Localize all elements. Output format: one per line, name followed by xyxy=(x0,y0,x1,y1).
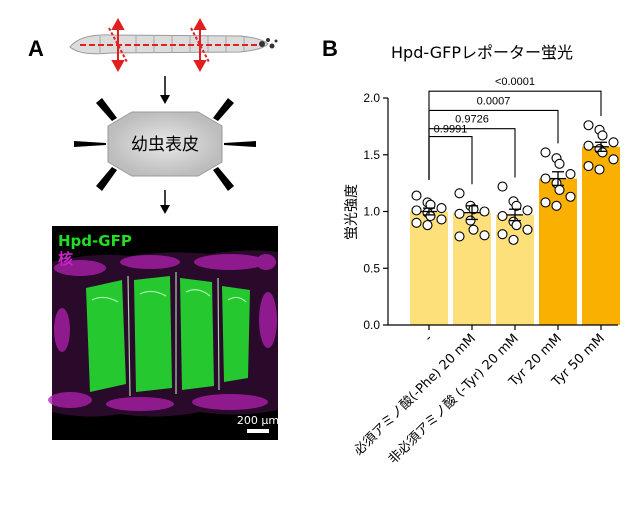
cuticle-diagram xyxy=(74,98,256,191)
down-arrow-2 xyxy=(160,190,170,214)
data-point xyxy=(522,205,533,216)
data-point xyxy=(551,200,562,211)
comparison-bracket xyxy=(428,90,602,180)
data-point xyxy=(511,220,522,231)
data-point xyxy=(436,214,447,225)
data-point xyxy=(411,190,422,201)
p-value-label: 0.9991 xyxy=(434,124,468,136)
data-point xyxy=(454,188,465,199)
x-tick-label: - xyxy=(422,331,436,345)
fluorescence-micrograph xyxy=(48,226,278,440)
data-point xyxy=(540,147,551,158)
data-point xyxy=(497,229,508,240)
data-point xyxy=(454,208,465,219)
panel-a-label: A xyxy=(28,36,44,61)
data-point xyxy=(583,140,594,151)
data-point xyxy=(468,204,479,215)
p-value-label: <0.0001 xyxy=(495,76,535,88)
data-point xyxy=(583,161,594,172)
data-point xyxy=(565,168,576,180)
data-point xyxy=(422,220,433,231)
cuticle-label: 幼虫表皮 xyxy=(131,135,199,155)
data-point xyxy=(608,137,619,148)
scale-bar-label: 200 µm xyxy=(237,414,279,427)
data-point xyxy=(508,234,519,245)
data-point xyxy=(479,206,490,217)
y-axis-label: 蛍光強度 xyxy=(344,184,360,240)
data-point xyxy=(454,231,465,242)
data-point xyxy=(594,164,605,175)
gfp-label: Hpd-GFP xyxy=(58,232,132,250)
data-point xyxy=(554,158,565,169)
bar xyxy=(582,146,620,325)
bar-chart: 0.00.51.01.52.0-必須アミノ酸(-Phe) 20 mM非必須アミノ… xyxy=(351,76,620,467)
y-tick-label: 0.5 xyxy=(363,261,380,275)
data-point xyxy=(565,191,576,202)
comparison-bracket xyxy=(428,136,473,185)
p-value-label: 0.0007 xyxy=(477,95,511,107)
data-point xyxy=(583,120,594,131)
data-point xyxy=(411,217,422,228)
y-tick-label: 2.0 xyxy=(363,91,380,105)
data-point xyxy=(540,197,551,208)
data-point xyxy=(465,215,476,226)
down-arrow-1 xyxy=(160,76,170,104)
comparison-bracket xyxy=(428,109,559,180)
cut-arrow-right xyxy=(190,17,210,73)
y-tick-label: 0.0 xyxy=(363,318,380,332)
data-point xyxy=(497,210,508,222)
panel-b-label: B xyxy=(322,36,338,61)
data-point xyxy=(554,184,565,195)
data-point xyxy=(479,230,490,241)
data-point xyxy=(468,224,479,235)
nuclei-label: 核 xyxy=(58,250,73,268)
larva-illustration xyxy=(69,34,278,55)
data-point xyxy=(425,210,436,222)
data-point xyxy=(436,203,447,214)
scale-bar xyxy=(247,429,269,433)
data-point xyxy=(522,224,533,235)
data-point xyxy=(540,173,551,184)
p-value-label: 0.9726 xyxy=(455,114,489,126)
cut-arrow-left xyxy=(108,17,128,73)
data-point xyxy=(608,154,619,165)
data-point xyxy=(511,200,522,211)
data-point xyxy=(411,205,422,216)
data-point xyxy=(597,147,608,158)
y-tick-label: 1.5 xyxy=(363,148,380,162)
y-tick-label: 1.0 xyxy=(363,205,380,219)
data-point xyxy=(597,130,608,141)
data-point xyxy=(497,181,508,192)
bar xyxy=(410,211,448,325)
chart-title: Hpd-GFPレポーター蛍光 xyxy=(391,43,573,62)
